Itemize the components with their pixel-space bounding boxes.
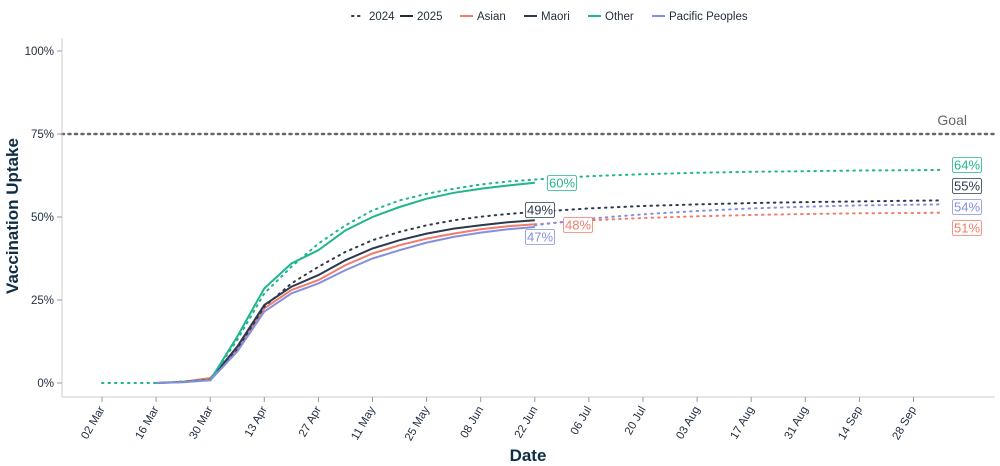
label-other-2025-text: 60% bbox=[549, 176, 575, 191]
x-tick-label: 28 Sep bbox=[890, 405, 919, 443]
legend-2025-label: 2025 bbox=[417, 11, 443, 23]
legend-other-label: Other bbox=[605, 11, 634, 23]
label-maori-2024-text: 55% bbox=[954, 179, 980, 194]
label-asian-2024-box bbox=[952, 220, 982, 236]
label-pacific-peoples-2025: 47% bbox=[525, 229, 555, 245]
series-layer bbox=[101, 168, 942, 384]
label-asian-2025: 48% bbox=[563, 217, 593, 233]
label-other-2024-box bbox=[952, 157, 982, 173]
label-maori-2025-box bbox=[525, 202, 555, 218]
label-pacific-peoples-2024: 54% bbox=[952, 199, 982, 215]
label-maori-2024: 55% bbox=[952, 178, 982, 194]
label-other-2024-text: 64% bbox=[954, 158, 980, 173]
label-maori-2025: 49% bbox=[525, 202, 555, 218]
x-tick-label: 02 Mar bbox=[79, 404, 107, 441]
label-asian-2024-text: 51% bbox=[954, 221, 980, 236]
x-tick-label: 06 Jul bbox=[569, 405, 595, 438]
legend-pacific-peoples-label: Pacific Peoples bbox=[669, 11, 748, 23]
x-axis-title: Date bbox=[510, 446, 547, 465]
x-tick-label: 31 Aug bbox=[783, 405, 811, 442]
goal-line-group: Goal bbox=[60, 112, 997, 136]
series-pacific-peoples-2025-line bbox=[156, 226, 535, 384]
x-tick-label: 08 Jun bbox=[459, 405, 487, 441]
y-tick-label: 50% bbox=[31, 212, 54, 224]
x-tick-label: 14 Sep bbox=[836, 405, 865, 443]
x-tick-label: 03 Aug bbox=[674, 405, 702, 442]
goal-label: Goal bbox=[937, 112, 967, 128]
x-tick-label: 30 Mar bbox=[188, 404, 216, 441]
label-pacific-peoples-2025-text: 47% bbox=[527, 230, 553, 245]
y-axis-title: Vaccination Uptake bbox=[3, 138, 22, 294]
series-maori-2024-line bbox=[209, 199, 942, 382]
label-asian-2024: 51% bbox=[952, 220, 982, 236]
label-asian-2025-text: 48% bbox=[565, 218, 591, 233]
series-asian-2025-line bbox=[156, 223, 535, 384]
x-tick-label: 20 Jul bbox=[623, 405, 649, 438]
legend-maori-label: Maori bbox=[541, 11, 570, 23]
series-pacific-peoples-2024-line bbox=[533, 203, 942, 227]
series-asian-2024-line bbox=[533, 211, 942, 226]
y-tick-label: 100% bbox=[25, 46, 54, 58]
series-other-2025-line bbox=[209, 181, 535, 381]
y-tick-label: 25% bbox=[31, 295, 54, 307]
x-tick-label: 17 Aug bbox=[728, 405, 756, 442]
x-tick-label: 25 May bbox=[403, 404, 432, 443]
x-tick-label: 27 Apr bbox=[297, 404, 324, 439]
y-tick-label: 75% bbox=[31, 129, 54, 141]
x-tick-label: 11 May bbox=[349, 404, 378, 442]
y-tick-label: 0% bbox=[37, 378, 54, 390]
legend-asian-label: Asian bbox=[477, 11, 506, 23]
label-other-2025-box bbox=[547, 175, 577, 191]
label-pacific-peoples-2024-text: 54% bbox=[954, 200, 980, 215]
label-other-2025: 60% bbox=[547, 175, 577, 191]
legend: 2024 2025 Asian Maori Other Pacific Peoples bbox=[351, 11, 748, 23]
label-maori-2024-box bbox=[952, 178, 982, 194]
legend-2024-label: 2024 bbox=[369, 11, 395, 23]
label-pacific-peoples-2025-box bbox=[525, 229, 555, 245]
label-pacific-peoples-2024-box bbox=[952, 199, 982, 215]
end-labels: 48% 51% 49% 55% 60% 64% 47% 54% bbox=[525, 157, 982, 245]
x-tick-label: 16 Mar bbox=[133, 404, 161, 441]
label-maori-2025-text: 49% bbox=[527, 203, 553, 218]
x-tick-label: 13 Apr bbox=[243, 404, 270, 439]
series-other-2024-line bbox=[101, 168, 942, 384]
y-axis: 0% 25% 50% 75% 100% bbox=[25, 38, 63, 397]
label-asian-2025-box bbox=[563, 217, 593, 233]
x-tick-label: 22 Jun bbox=[513, 405, 541, 441]
series-maori-2025-line bbox=[156, 219, 535, 384]
label-other-2024: 64% bbox=[952, 157, 982, 173]
x-axis: 02 Mar 16 Mar 30 Mar 13 Apr 27 Apr 11 May 25 M… bbox=[62, 396, 995, 443]
